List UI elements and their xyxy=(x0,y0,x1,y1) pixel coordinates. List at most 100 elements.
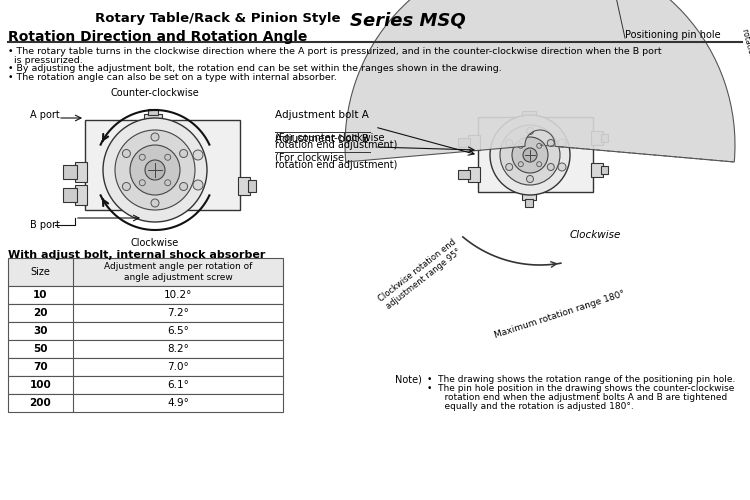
Circle shape xyxy=(130,145,180,195)
Text: is pressurized.: is pressurized. xyxy=(14,56,82,65)
Text: 70: 70 xyxy=(33,362,48,372)
Circle shape xyxy=(526,128,533,134)
Bar xyxy=(144,208,162,214)
Bar xyxy=(525,199,533,207)
Text: Counter-clockwise
rotation end adjustment range 190°: Counter-clockwise rotation end adjustmen… xyxy=(740,26,750,164)
Text: A port: A port xyxy=(30,110,60,120)
Bar xyxy=(75,162,87,182)
Text: •  The drawing shows the rotation range of the positioning pin hole.: • The drawing shows the rotation range o… xyxy=(427,375,735,384)
Wedge shape xyxy=(345,0,735,162)
Bar xyxy=(148,109,158,115)
Text: 10: 10 xyxy=(33,290,48,300)
Bar xyxy=(144,114,162,122)
Circle shape xyxy=(115,130,195,210)
Text: • The rotary table turns in the clockwise direction where the A port is pressuri: • The rotary table turns in the clockwis… xyxy=(8,47,662,56)
Circle shape xyxy=(165,154,171,160)
Bar xyxy=(601,134,608,142)
Bar xyxy=(63,165,77,179)
Bar xyxy=(85,120,240,210)
Bar xyxy=(238,177,250,195)
Circle shape xyxy=(558,163,566,171)
Text: 10.2°: 10.2° xyxy=(164,290,192,300)
Text: Adjustment bolt A: Adjustment bolt A xyxy=(275,110,369,120)
Text: •  The pin hole position in the drawing shows the counter-clockwise: • The pin hole position in the drawing s… xyxy=(427,384,734,393)
Circle shape xyxy=(193,180,203,190)
Bar xyxy=(148,213,158,220)
Text: 7.0°: 7.0° xyxy=(167,362,189,372)
Text: Clockwise: Clockwise xyxy=(130,238,179,248)
Bar xyxy=(458,170,470,179)
Circle shape xyxy=(179,182,188,190)
Circle shape xyxy=(500,125,560,185)
Bar xyxy=(75,185,87,205)
Bar xyxy=(8,322,283,340)
Text: 200: 200 xyxy=(30,398,51,408)
Bar xyxy=(522,111,536,118)
Bar xyxy=(248,180,256,192)
Text: • By adjusting the adjustment bolt, the rotation end can be set within the range: • By adjusting the adjustment bolt, the … xyxy=(8,64,502,73)
Circle shape xyxy=(518,144,524,148)
Circle shape xyxy=(103,118,207,222)
Circle shape xyxy=(548,164,554,170)
Text: Adjustment angle per rotation of
angle adjustment screw: Adjustment angle per rotation of angle a… xyxy=(104,262,252,281)
Text: 7.2°: 7.2° xyxy=(167,308,189,318)
Text: Adjustment bolt B: Adjustment bolt B xyxy=(275,134,369,144)
Text: rotation end adjustment): rotation end adjustment) xyxy=(275,160,398,170)
Circle shape xyxy=(122,182,130,190)
Text: Maximum rotation range 180°: Maximum rotation range 180° xyxy=(494,290,626,341)
Text: Rotation Direction and Rotation Angle: Rotation Direction and Rotation Angle xyxy=(8,30,308,44)
Circle shape xyxy=(558,139,566,147)
Text: Clockwise rotation end
adjustment range 95°: Clockwise rotation end adjustment range … xyxy=(376,238,464,312)
Circle shape xyxy=(122,150,130,158)
Circle shape xyxy=(140,154,146,160)
Circle shape xyxy=(526,176,533,182)
Circle shape xyxy=(512,137,548,173)
Text: Series MSQ: Series MSQ xyxy=(350,12,466,30)
Text: 8.2°: 8.2° xyxy=(167,344,189,354)
Text: Counter-clockwise: Counter-clockwise xyxy=(111,88,200,98)
Circle shape xyxy=(193,150,203,160)
Bar xyxy=(8,358,283,376)
Text: 6.1°: 6.1° xyxy=(167,380,189,390)
Bar xyxy=(458,138,470,147)
Bar xyxy=(478,117,593,192)
Bar xyxy=(63,188,77,202)
Text: • The rotation angle can also be set on a type with internal absorber.: • The rotation angle can also be set on … xyxy=(8,73,337,82)
Text: rotation end adjustment): rotation end adjustment) xyxy=(275,140,398,150)
Bar xyxy=(8,340,283,358)
Text: equally and the rotation is adjusted 180°.: equally and the rotation is adjusted 180… xyxy=(433,402,634,411)
Bar xyxy=(601,166,608,174)
Circle shape xyxy=(506,140,513,146)
Text: With adjust bolt, internal shock absorber: With adjust bolt, internal shock absorbe… xyxy=(8,250,266,260)
Bar xyxy=(8,258,283,286)
Bar xyxy=(8,394,283,412)
Circle shape xyxy=(518,162,524,166)
Bar xyxy=(8,286,283,304)
Circle shape xyxy=(506,164,513,170)
Text: 6.5°: 6.5° xyxy=(167,326,189,336)
Text: rotation end when the adjustment bolts A and B are tightened: rotation end when the adjustment bolts A… xyxy=(433,393,728,402)
Circle shape xyxy=(140,180,146,186)
Bar xyxy=(8,304,283,322)
Circle shape xyxy=(490,115,570,195)
Bar xyxy=(522,192,536,200)
Circle shape xyxy=(151,199,159,207)
Circle shape xyxy=(165,180,171,186)
Circle shape xyxy=(537,144,542,148)
Text: Size: Size xyxy=(31,267,50,277)
Text: (For counter-clockwise: (For counter-clockwise xyxy=(275,132,385,142)
Circle shape xyxy=(523,148,537,162)
Text: (For clockwise: (For clockwise xyxy=(275,152,344,162)
Text: 50: 50 xyxy=(33,344,48,354)
Circle shape xyxy=(537,162,542,166)
Circle shape xyxy=(145,160,165,180)
Text: Positioning pin hole: Positioning pin hole xyxy=(625,30,721,40)
Circle shape xyxy=(179,150,188,158)
Text: B port: B port xyxy=(30,220,60,230)
Text: Rotary Table/Rack & Pinion Style: Rotary Table/Rack & Pinion Style xyxy=(94,12,345,25)
Text: Clockwise: Clockwise xyxy=(569,230,621,240)
Bar xyxy=(468,167,480,182)
Circle shape xyxy=(151,133,159,141)
Bar xyxy=(8,376,283,394)
Text: 30: 30 xyxy=(33,326,48,336)
